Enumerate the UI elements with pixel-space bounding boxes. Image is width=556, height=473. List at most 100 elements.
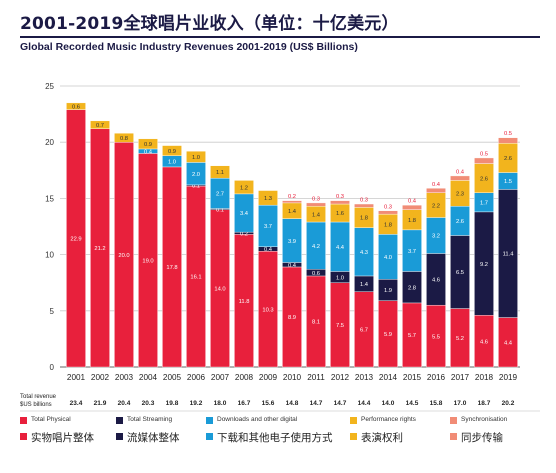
data-label: 0.3 [360, 198, 368, 204]
legend-label-cn: 同步传输 [461, 432, 503, 444]
data-label: 1.4 [288, 209, 297, 215]
data-label: 0.3 [384, 204, 392, 210]
legend-swatch [116, 417, 123, 424]
data-label: 21.2 [94, 246, 105, 252]
bar-segment [114, 133, 134, 143]
legend-label-en: Total Physical [31, 416, 71, 423]
total-revenue-value: 14.7 [334, 400, 347, 407]
data-label: 0.4 [432, 182, 441, 188]
data-label: 3.4 [240, 211, 249, 217]
legend-label-en: Downloads and other digital [217, 416, 298, 423]
data-label: 10.3 [262, 307, 273, 313]
data-label: 2.6 [504, 156, 512, 162]
data-label: 5.5 [432, 334, 440, 340]
data-label: 0.5 [480, 151, 488, 157]
data-label: 9.2 [480, 262, 488, 268]
data-label: 7.5 [336, 323, 344, 329]
data-label: 1.0 [336, 275, 344, 281]
total-revenue-label: $US billions [20, 402, 52, 408]
bar-segment [498, 137, 518, 144]
data-label: 20.0 [118, 253, 129, 259]
data-label: 6.7 [360, 328, 368, 334]
data-label: 0.8 [120, 136, 128, 142]
data-label: 0.6 [312, 271, 320, 277]
x-tick-label: 2006 [187, 373, 206, 382]
data-label: 0.4 [408, 199, 417, 205]
data-label: 1.8 [408, 218, 416, 224]
x-tick-label: 2019 [499, 373, 518, 382]
x-tick-label: 2001 [67, 373, 86, 382]
data-label: 17.8 [166, 265, 177, 271]
data-label: 1.7 [480, 201, 488, 207]
data-label: 2.8 [408, 285, 416, 291]
legend-swatch [450, 417, 457, 424]
y-tick-label: 10 [45, 251, 54, 260]
data-label: 3.9 [288, 239, 296, 245]
data-label: 0.4 [144, 149, 153, 155]
legend-swatch [206, 417, 213, 424]
total-revenue-value: 17.0 [454, 400, 467, 407]
data-label: 2.6 [456, 219, 464, 225]
bar-segment [186, 150, 206, 163]
total-revenue-value: 19.8 [166, 400, 179, 407]
data-label: 5.2 [456, 336, 464, 342]
total-revenue-value: 15.6 [262, 400, 275, 407]
x-tick-label: 2016 [427, 373, 446, 382]
data-label: 4.3 [360, 250, 368, 256]
total-revenue-value: 14.5 [406, 400, 419, 407]
data-label: 1.4 [360, 282, 369, 288]
data-label: 6.5 [456, 270, 464, 276]
total-revenue-value: 14.7 [310, 400, 323, 407]
total-revenue-value: 16.7 [238, 400, 251, 407]
data-label: 14.0 [214, 287, 225, 293]
data-label: 0.9 [168, 149, 176, 155]
data-label: 2.0 [192, 172, 200, 178]
x-tick-label: 2007 [211, 373, 230, 382]
x-tick-label: 2017 [451, 373, 470, 382]
total-revenue-label: Total revenue [20, 394, 57, 400]
x-tick-label: 2004 [139, 373, 158, 382]
legend-label-cn: 流媒体整体 [127, 432, 180, 444]
total-revenue-value: 23.4 [70, 400, 83, 407]
y-tick-label: 15 [45, 194, 54, 203]
data-label: 3.7 [408, 249, 416, 255]
data-label: 1.3 [264, 196, 272, 202]
bar-segment [90, 120, 110, 129]
x-tick-label: 2008 [235, 373, 254, 382]
x-tick-label: 2003 [115, 373, 134, 382]
data-label: 3.2 [432, 234, 440, 240]
bar-segment [258, 190, 278, 206]
legend-label-en: Performance rights [361, 416, 416, 423]
data-label: 4.2 [312, 244, 320, 250]
data-label: 1.1 [216, 170, 224, 176]
legend-swatch [450, 433, 457, 440]
bar-segment [162, 145, 182, 156]
bar-segment [234, 180, 254, 195]
x-tick-label: 2005 [163, 373, 182, 382]
data-label: 0.4 [264, 247, 273, 253]
x-tick-label: 2002 [91, 373, 110, 382]
total-revenue-value: 20.4 [118, 400, 131, 407]
bar-segment [474, 157, 494, 164]
data-label: 0.2 [240, 231, 248, 237]
data-label: 8.1 [312, 320, 320, 326]
total-revenue-value: 18.7 [478, 400, 491, 407]
data-label: 4.0 [384, 255, 392, 261]
total-revenue-value: 20.3 [142, 400, 155, 407]
x-tick-label: 2015 [403, 373, 422, 382]
x-tick-label: 2012 [331, 373, 350, 382]
data-label: 0.3 [312, 196, 320, 202]
total-revenue-value: 14.8 [286, 400, 299, 407]
data-label: 0.1 [216, 207, 224, 213]
total-revenue-value: 14.4 [358, 400, 371, 407]
legend-label-cn: 表演权利 [361, 432, 403, 444]
data-label: 1.9 [384, 288, 392, 294]
y-tick-label: 25 [45, 82, 54, 91]
data-label: 0.6 [72, 104, 80, 110]
legend-label-en: Total Streaming [127, 416, 173, 423]
y-tick-label: 5 [50, 307, 55, 316]
data-label: 19.0 [142, 258, 153, 264]
data-label: 0.7 [96, 123, 104, 129]
title-divider [20, 36, 540, 38]
data-label: 0.2 [288, 194, 296, 200]
